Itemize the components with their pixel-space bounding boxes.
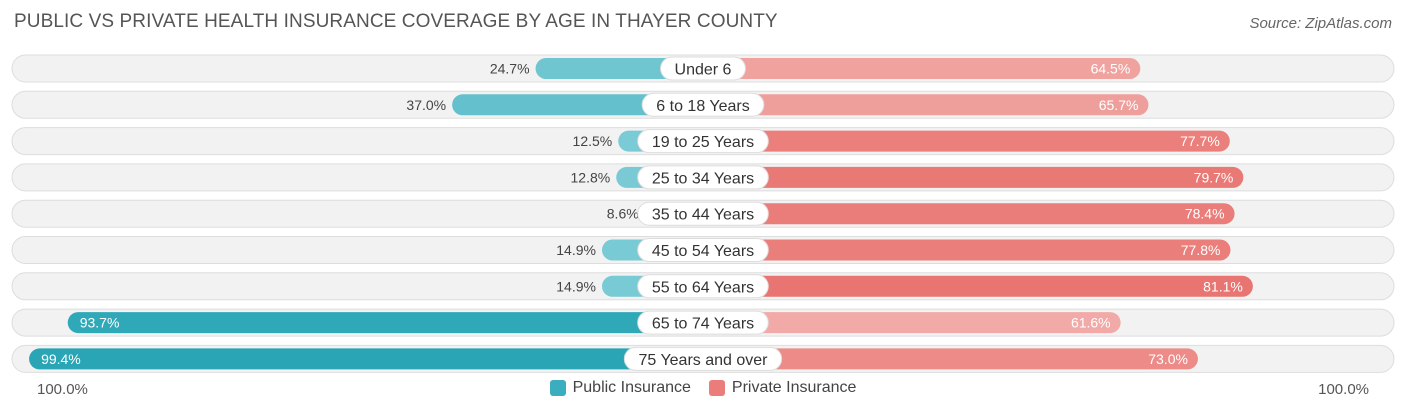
category-label: Under 6 [675,62,732,79]
category-pill [660,56,746,81]
category-pill [623,346,783,371]
public-value-label: 37.0% [406,97,446,113]
chart-row: 14.9% 81.1% 55 to 64 Years [11,272,1395,301]
public-value-label: 24.7% [490,61,530,77]
public-bar [29,348,704,370]
category-pill [637,310,769,335]
legend: Public Insurance Private Insurance [0,379,1406,397]
legend-item-public: Public Insurance [549,379,691,397]
chart-row: 12.5% 77.7% 19 to 25 Years [11,127,1395,156]
category-label: 25 to 34 Years [652,170,754,187]
category-pill [637,201,769,226]
legend-label-public: Public Insurance [572,379,691,396]
category-label: 35 to 44 Years [652,207,754,224]
private-value-label: 77.8% [1181,242,1221,258]
private-bar [703,239,1231,261]
public-value-label: 14.9% [556,242,596,258]
category-label: 75 Years and over [639,352,769,369]
public-value-label: 14.9% [556,278,596,294]
legend-item-private: Private Insurance [708,379,857,397]
category-pill [637,129,769,154]
chart-row: 37.0% 65.7% 6 to 18 Years [11,90,1395,119]
private-value-label: 65.7% [1099,97,1139,113]
public-value-label: 93.7% [80,315,120,331]
chart-row: 24.7% 64.5% Under 6 [11,54,1395,83]
private-bar [703,130,1230,152]
public-value-label: 99.4% [41,351,81,367]
source-credit: Source: ZipAtlas.com [1249,15,1392,32]
chart-row: 12.8% 79.7% 25 to 34 Years [11,163,1395,192]
chart-row: 14.9% 77.8% 45 to 54 Years [11,236,1395,264]
legend-swatch-private [708,380,725,396]
axis-left-label: 100.0% [37,381,88,398]
category-pill [637,165,769,190]
private-bar [703,348,1198,370]
category-label: 6 to 18 Years [656,98,749,115]
private-value-label: 77.7% [1180,133,1220,149]
category-label: 19 to 25 Years [652,134,754,151]
chart-title: PUBLIC VS PRIVATE HEALTH INSURANCE COVER… [14,11,778,32]
private-value-label: 61.6% [1071,315,1111,331]
private-value-label: 78.4% [1185,206,1225,222]
private-bar [703,94,1149,116]
private-bar [703,58,1141,79]
private-bar [703,203,1235,225]
public-value-label: 12.5% [573,133,613,149]
public-bar [535,58,703,79]
category-label: 65 to 74 Years [652,316,754,333]
public-bar [67,312,704,334]
private-bar [703,275,1253,297]
legend-label-private: Private Insurance [731,379,857,396]
category-pill [641,92,765,117]
public-value-label: 12.8% [571,169,611,185]
axis-right-label: 100.0% [1318,381,1369,398]
private-bar [703,166,1244,188]
category-pill [637,238,769,262]
private-value-label: 73.0% [1148,351,1188,367]
private-bar [703,312,1121,334]
category-label: 55 to 64 Years [652,279,754,296]
chart-row: 99.4% 73.0% 75 Years and over [11,344,1395,373]
public-value-label: 8.6% [607,206,639,222]
chart-row: 93.7% 61.6% 65 to 74 Years [11,308,1395,337]
public-bar [452,94,703,116]
legend-swatch-public [549,380,566,396]
private-value-label: 81.1% [1203,278,1243,294]
category-label: 45 to 54 Years [652,243,754,260]
private-value-label: 79.7% [1194,169,1234,185]
private-value-label: 64.5% [1091,61,1131,77]
chart-row: 8.6% 78.4% 35 to 44 Years [11,199,1395,228]
category-pill [637,274,769,299]
